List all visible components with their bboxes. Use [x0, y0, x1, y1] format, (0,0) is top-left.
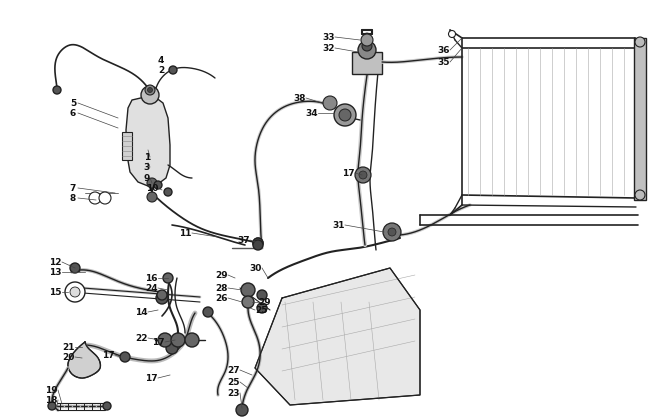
Text: 5: 5	[70, 99, 76, 108]
Circle shape	[103, 402, 111, 410]
Circle shape	[236, 404, 248, 416]
Circle shape	[169, 66, 177, 74]
Text: 11: 11	[179, 228, 192, 237]
Circle shape	[334, 104, 356, 126]
Text: 18: 18	[46, 396, 58, 404]
Text: 29: 29	[258, 297, 270, 307]
Circle shape	[166, 342, 178, 354]
Text: 20: 20	[62, 352, 75, 362]
Text: 27: 27	[227, 365, 240, 375]
Text: 12: 12	[49, 257, 62, 267]
Circle shape	[53, 86, 61, 94]
Circle shape	[120, 352, 130, 362]
Bar	[122, 132, 132, 160]
Text: 22: 22	[135, 333, 148, 342]
Circle shape	[148, 87, 153, 92]
Circle shape	[89, 192, 101, 204]
Circle shape	[147, 178, 157, 188]
Circle shape	[359, 171, 367, 179]
Text: 14: 14	[135, 307, 148, 317]
Text: 15: 15	[49, 288, 62, 297]
Circle shape	[383, 223, 401, 241]
Circle shape	[253, 238, 263, 248]
Polygon shape	[126, 97, 170, 186]
Text: 30: 30	[250, 263, 262, 273]
Text: 31: 31	[333, 220, 345, 229]
Text: 25: 25	[227, 378, 240, 386]
Circle shape	[158, 333, 172, 347]
Circle shape	[339, 109, 351, 121]
Text: 37: 37	[237, 236, 250, 244]
Circle shape	[253, 238, 263, 248]
Circle shape	[157, 290, 167, 300]
Circle shape	[242, 296, 254, 308]
Circle shape	[203, 307, 213, 317]
Text: 36: 36	[437, 45, 450, 55]
Circle shape	[154, 181, 162, 189]
Circle shape	[257, 290, 267, 300]
Circle shape	[362, 41, 372, 51]
Circle shape	[388, 228, 396, 236]
Circle shape	[361, 34, 373, 46]
Circle shape	[448, 31, 456, 37]
Text: 35: 35	[437, 58, 450, 66]
Polygon shape	[255, 268, 420, 405]
Circle shape	[141, 86, 159, 104]
Circle shape	[635, 37, 645, 47]
Circle shape	[253, 240, 263, 250]
Text: 17: 17	[103, 351, 115, 360]
Circle shape	[355, 167, 371, 183]
Circle shape	[65, 282, 85, 302]
Circle shape	[164, 188, 172, 196]
Text: 33: 33	[322, 32, 335, 42]
Text: 32: 32	[322, 44, 335, 52]
Text: 34: 34	[306, 108, 318, 118]
Polygon shape	[68, 342, 100, 378]
Text: 26: 26	[216, 294, 228, 302]
Text: 21: 21	[62, 342, 75, 352]
Text: 2: 2	[158, 66, 164, 74]
Text: 16: 16	[146, 273, 158, 283]
Text: 4: 4	[158, 55, 164, 65]
Text: 17: 17	[343, 168, 355, 178]
Text: 28: 28	[216, 284, 228, 292]
Text: 25: 25	[255, 305, 268, 315]
Circle shape	[70, 263, 80, 273]
Text: 3: 3	[144, 163, 150, 171]
Text: 9: 9	[144, 173, 150, 183]
Text: 1: 1	[144, 152, 150, 162]
Circle shape	[257, 303, 267, 313]
Text: 38: 38	[294, 94, 306, 102]
Text: 23: 23	[227, 388, 240, 397]
Circle shape	[185, 333, 199, 347]
Circle shape	[635, 190, 645, 200]
Circle shape	[70, 287, 80, 297]
Text: 13: 13	[49, 268, 62, 276]
Circle shape	[323, 96, 337, 110]
Text: 8: 8	[70, 194, 76, 202]
Circle shape	[147, 192, 157, 202]
Circle shape	[171, 333, 185, 347]
Text: 17: 17	[146, 373, 158, 383]
Circle shape	[163, 273, 173, 283]
Circle shape	[241, 283, 255, 297]
Text: 6: 6	[70, 108, 76, 118]
Text: 29: 29	[215, 270, 228, 279]
Text: 24: 24	[146, 284, 158, 292]
Text: 19: 19	[46, 386, 58, 394]
Circle shape	[156, 292, 168, 304]
Text: 10: 10	[146, 184, 158, 192]
Circle shape	[99, 192, 111, 204]
Circle shape	[358, 41, 376, 59]
Bar	[634, 38, 646, 200]
Bar	[352, 52, 382, 74]
Circle shape	[48, 402, 56, 410]
Circle shape	[145, 85, 155, 95]
Text: 7: 7	[70, 184, 76, 192]
Text: 17: 17	[152, 338, 165, 346]
